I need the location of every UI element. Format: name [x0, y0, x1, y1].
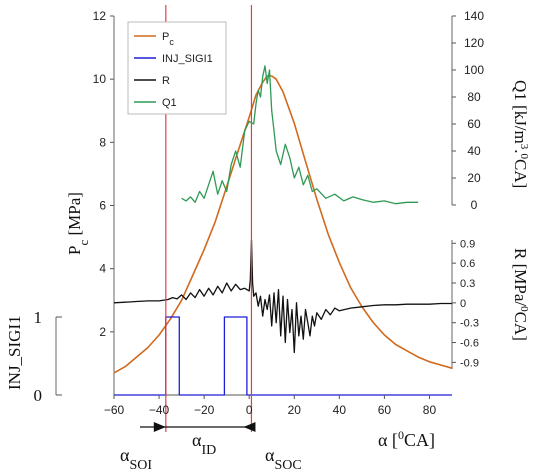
q1-tick-label: 0: [471, 198, 478, 212]
q1-tick-label: 140: [464, 9, 484, 23]
x-tick-label: 0: [246, 403, 253, 417]
legend-entry-label: Q1: [162, 97, 177, 109]
alpha-soi-label: αSOI: [120, 445, 152, 471]
x-tick-label: 80: [423, 403, 437, 417]
inj-tick-label: 0: [34, 386, 43, 405]
legend-entry-label: R: [162, 75, 170, 87]
r-tick-label: -0.3: [460, 318, 479, 330]
r-tick-label: -0.6: [460, 338, 479, 350]
x-tick-label: −20: [194, 403, 215, 417]
inj-line: [114, 316, 452, 396]
legend-box: [127, 21, 227, 115]
pc-tick-label: 4: [99, 262, 106, 276]
pc-axis-title: Pc [MPa]: [65, 192, 91, 255]
q1-tick-label: 80: [467, 90, 481, 104]
legend-entry-label: INJ_SIGI1: [162, 53, 213, 65]
x-tick-label: 40: [333, 403, 347, 417]
q1-tick-label: 60: [467, 117, 481, 131]
pc-tick-label: 2: [99, 325, 106, 339]
inj-tick-label: 1: [34, 308, 43, 327]
q1-tick-label: 20: [467, 171, 481, 185]
r-tick-label: -0.9: [460, 357, 479, 369]
pc-tick-label: 8: [99, 135, 106, 149]
interval-arrow-right: [243, 422, 256, 432]
r-tick-label: 0.9: [460, 238, 475, 250]
x-tick-label: 60: [378, 403, 392, 417]
r-axis-title: R [MPa/0CA]: [511, 248, 530, 341]
interval-arrow-left: [153, 422, 166, 432]
pc-tick-label: 6: [99, 199, 106, 213]
inj-axis-title: INJ_SIGI1: [5, 315, 24, 390]
q1-tick-label: 100: [464, 63, 484, 77]
series-layer: [113, 5, 453, 432]
x-axis-title: α [0CA]: [378, 428, 435, 450]
pc-line: [113, 75, 453, 374]
alpha-soc-label: αSOC: [265, 445, 302, 471]
legend-entry-label: Pc: [162, 31, 174, 47]
ticks-layer: 246810120204060801001201400.90.60.30-0.3…: [34, 9, 485, 417]
x-tick-label: −40: [149, 403, 170, 417]
pc-tick-label: 12: [93, 9, 107, 23]
r-tick-label: 0: [460, 298, 466, 310]
x-tick-label: −60: [104, 403, 125, 417]
r-tick-label: 0.3: [460, 278, 475, 290]
legend: Pc INJ_SIGI1 R Q1: [127, 21, 227, 115]
r-tick-label: 0.6: [460, 258, 475, 270]
pc-tick-label: 10: [93, 72, 107, 86]
labels-layer: αSOI αID αSOC α [0CA] Pc [MPa] INJ_SIGI1 Q1 [k…: [5, 80, 530, 471]
q1-tick-label: 40: [467, 144, 481, 158]
q1-axis-title: Q1 [kJ/m3.0CA]: [511, 80, 530, 188]
alpha-id-label: αID: [192, 430, 216, 458]
q1-tick-label: 120: [464, 36, 484, 50]
r-line: [113, 239, 452, 354]
x-tick-label: 20: [288, 403, 302, 417]
axes-frames: [55, 16, 453, 396]
q1-line: [181, 65, 419, 205]
